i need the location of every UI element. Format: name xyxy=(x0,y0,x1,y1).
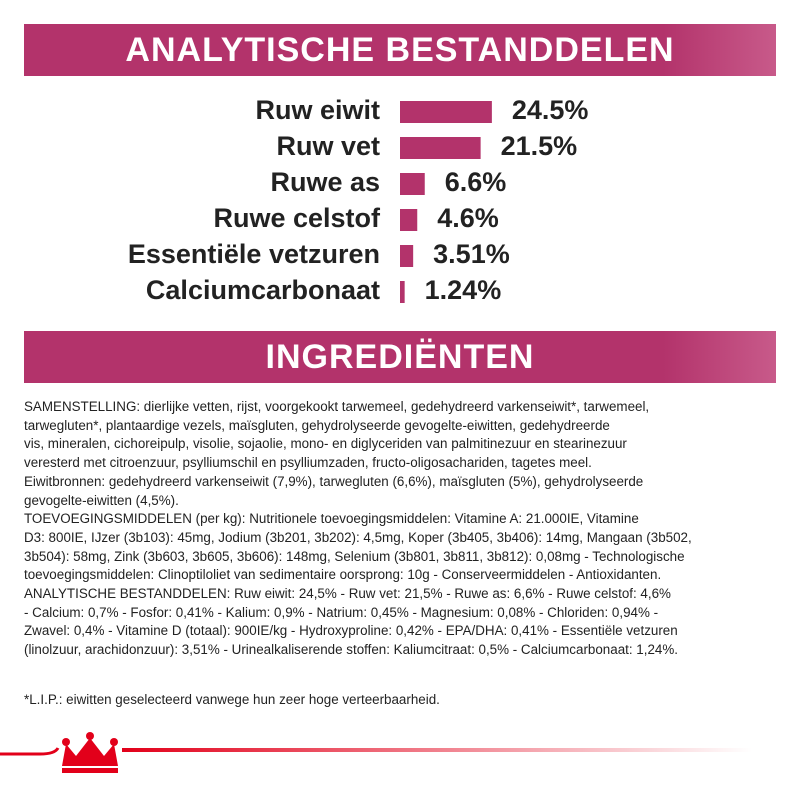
footnote: *L.I.P.: eiwitten geselecteerd vanwege h… xyxy=(24,692,440,707)
text-line: - Calcium: 0,7% - Fosfor: 0,41% - Kalium… xyxy=(24,604,659,620)
value-label: 4.6% xyxy=(437,203,499,233)
category-label: Essentiële vetzuren xyxy=(128,239,380,269)
text-line: tarwegluten*, plantaardige vezels, maïsg… xyxy=(24,417,610,433)
bar xyxy=(400,101,492,123)
section-title: INGREDIËNTEN xyxy=(24,331,776,383)
text-line: D3: 800IE, IJzer (3b103): 45mg, Jodium (… xyxy=(24,529,692,545)
value-label: 1.24% xyxy=(425,275,502,305)
text-line: veresterd met citroenzuur, psylliumschil… xyxy=(24,455,592,471)
brand-line xyxy=(0,747,60,756)
category-label: Calciumcarbonaat xyxy=(146,275,380,305)
bar xyxy=(400,209,418,231)
bar xyxy=(400,245,414,267)
text-line: vis, mineralen, cichoreipulp, visolie, s… xyxy=(24,436,627,452)
chart: Ruw eiwit 24.5% Ruw vet 21.5% Ruwe as 6.6% Ruw… xyxy=(128,95,589,305)
text-line: Zwavel: 0,4% - Vitamine D (totaal): 900I… xyxy=(24,623,678,639)
value-label: 6.6% xyxy=(445,167,507,197)
text-line: toevoegingsmiddelen: Clinoptiloliet van … xyxy=(24,567,662,583)
bar xyxy=(400,281,405,303)
bar xyxy=(400,173,425,195)
text-line: (linolzuur, arachidonzuur): 3,51% - Urin… xyxy=(24,642,678,658)
value-label: 3.51% xyxy=(433,239,510,269)
text-line: gevogelte-eiwitten (4,5%). xyxy=(24,492,179,508)
text-line: 3b504): 58mg, Zink (3b603, 3b605, 3b606)… xyxy=(24,548,685,564)
bar xyxy=(400,137,481,159)
logo xyxy=(62,732,118,773)
text-line: SAMENSTELLING: dierlijke vetten, rijst, … xyxy=(24,399,650,414)
text-line: TOEVOEGINGSMIDDELEN (per kg): Nutritione… xyxy=(24,511,639,527)
ingredients-text: SAMENSTELLING: dierlijke vetten, rijst, … xyxy=(24,398,784,660)
text-line: Eiwitbronnen: gedehydreerd varkenseiwit … xyxy=(24,473,644,489)
category-label: Ruw eiwit xyxy=(255,95,380,125)
category-label: Ruw vet xyxy=(276,131,380,161)
category-label: Ruwe celstof xyxy=(213,203,381,233)
brand-line xyxy=(122,748,752,752)
brand-strip xyxy=(0,732,752,773)
value-label: 21.5% xyxy=(501,131,578,161)
section-title: ANALYTISCHE BESTANDDELEN xyxy=(24,24,776,76)
category-label: Ruwe as xyxy=(270,167,380,197)
value-label: 24.5% xyxy=(512,95,589,125)
text-line: ANALYTISCHE BESTANDDELEN: Ruw eiwit: 24,… xyxy=(24,586,671,602)
